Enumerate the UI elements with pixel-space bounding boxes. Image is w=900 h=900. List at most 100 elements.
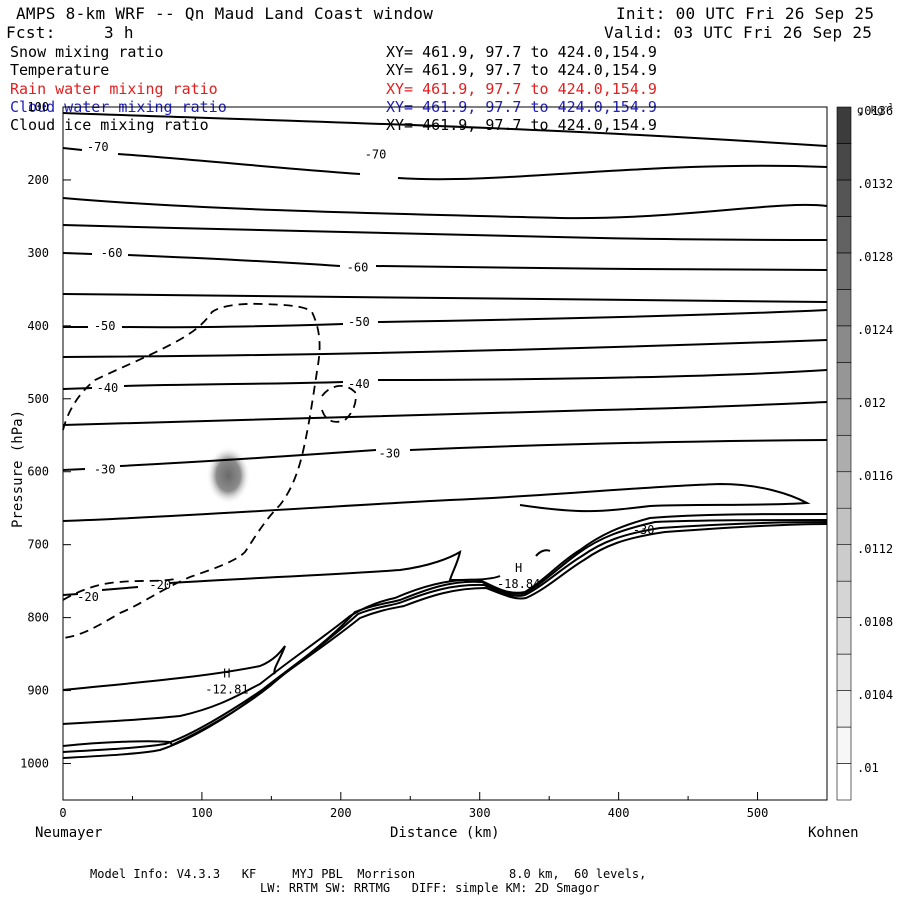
y-tick-label: 1000 — [20, 757, 49, 771]
contour-line — [62, 401, 828, 426]
footer-physics-info: LW: RRTM SW: RRTMG DIFF: simple KM: 2D S… — [260, 881, 600, 895]
x-tick-label: 0 — [59, 806, 66, 820]
valid-time: Valid: 03 UTC Fri 26 Sep 25 — [604, 23, 873, 42]
contour-label: -40 — [348, 377, 370, 391]
x-tick-label: 100 — [191, 806, 213, 820]
contour-line — [62, 252, 828, 271]
y-tick-label: 200 — [27, 173, 49, 187]
y-tick-label: 800 — [27, 611, 49, 625]
contour-line — [62, 224, 828, 241]
contour-line — [62, 197, 828, 220]
colorbar-swatch — [836, 763, 852, 801]
y-tick-label: 600 — [27, 465, 49, 479]
x-tick-label: 200 — [330, 806, 352, 820]
colorbar-label: .0112 — [857, 542, 893, 556]
colorbar-swatch — [836, 434, 852, 473]
colorbar-swatch — [836, 216, 852, 254]
contour-label: -30 — [94, 463, 116, 477]
contour-label: -20 — [77, 590, 99, 604]
init-time: Init: 00 UTC Fri 26 Sep 25 — [616, 4, 875, 23]
contour-label: -70 — [87, 140, 109, 154]
y-tick-label: 300 — [27, 246, 49, 260]
colorbar-label: .0104 — [857, 688, 893, 702]
dashed-contour — [62, 302, 321, 639]
y-tick-label: 500 — [27, 392, 49, 406]
colorbar-label: .0124 — [857, 323, 893, 337]
y-tick-label: 700 — [27, 538, 49, 552]
fcst-label: Fcst: — [6, 23, 56, 42]
contour-line — [62, 645, 286, 691]
x-start-label: Neumayer — [35, 825, 103, 841]
x-tick-label: 400 — [608, 806, 630, 820]
colorbar-label: .0116 — [857, 469, 893, 483]
legend-snow-xy: XY= 461.9, 97.7 to 424.0,154.9 — [386, 43, 657, 61]
colorbar-swatch — [836, 106, 852, 144]
colorbar-swatch — [836, 289, 852, 327]
snow-contour — [62, 302, 357, 639]
colorbar-swatch — [836, 325, 852, 363]
legend-snow-name: Snow mixing ratio — [10, 43, 164, 61]
colorbar-swatch — [836, 471, 852, 509]
dashed-contour — [321, 385, 357, 423]
colorbar-label: .0108 — [857, 615, 893, 629]
contour-line — [62, 513, 828, 725]
extremum-marker: H — [223, 667, 230, 681]
colorbar: .01 .0104 .0108 .0112 .0116 .012 .0124 .0128 .01… — [836, 104, 893, 801]
colorbar-label: .0128 — [857, 250, 893, 264]
footer-model-info: Model Info: V4.3.3 KF MYJ PBL Morrison 8… — [90, 867, 647, 881]
snow-maximum — [206, 446, 251, 505]
colorbar-label: .012 — [857, 396, 886, 410]
y-tick-label: 100 — [27, 100, 49, 114]
dashed-contour — [62, 578, 176, 601]
colorbar-swatch — [836, 580, 852, 618]
contour-label: -60 — [101, 246, 123, 260]
plot-frame — [62, 106, 828, 801]
contour-label: -70 — [365, 147, 387, 161]
colorbar-label: .01 — [857, 761, 879, 775]
colorbar-swatch — [836, 617, 852, 655]
chart-title: AMPS 8-km WRF -- Qn Maud Land Coast wind… — [16, 4, 434, 23]
colorbar-swatch — [836, 653, 852, 691]
extremum-value: -18.84 — [497, 577, 540, 591]
contour-label: -50 — [94, 319, 116, 333]
legend-rain-xy: XY= 461.9, 97.7 to 424.0,154.9 — [386, 80, 657, 98]
colorbar-swatch — [836, 398, 852, 436]
colorbar-unit: g kg-1 — [857, 103, 893, 116]
colorbar-unit-exp: -1 — [883, 102, 894, 111]
contour-line — [62, 112, 828, 147]
x-tick-label: 300 — [469, 806, 491, 820]
legend-cloudice-xy: XY= 461.9, 97.7 to 424.0,154.9 — [386, 116, 657, 134]
contour-line — [62, 293, 828, 303]
legend-cloudice-name: Cloud ice mixing ratio — [10, 116, 209, 134]
contour-line — [62, 521, 828, 753]
y-axis-title: Pressure (hPa) — [10, 409, 27, 529]
colorbar-swatch — [836, 507, 852, 545]
colorbar-swatch — [836, 143, 852, 181]
contour-line — [62, 339, 828, 358]
colorbar-swatch — [836, 362, 852, 400]
colorbar-swatch — [836, 690, 852, 728]
legend-temp-xy: XY= 461.9, 97.7 to 424.0,154.9 — [386, 61, 657, 79]
extremum-value: -12.81 — [205, 683, 248, 697]
contour-label: -40 — [97, 381, 119, 395]
contour-label: -60 — [347, 260, 369, 274]
temperature-contours — [62, 112, 828, 759]
colorbar-swatch — [836, 726, 852, 764]
contour-line — [62, 439, 828, 471]
colorbar-unit-text: g kg — [857, 103, 884, 117]
contour-label: -20 — [149, 578, 171, 592]
y-tick-label: 900 — [27, 684, 49, 698]
contour-line — [62, 147, 828, 181]
x-tick-label: 500 — [747, 806, 769, 820]
legend-temp-name: Temperature — [10, 61, 110, 79]
colorbar-label: .0132 — [857, 177, 893, 191]
contour-line — [63, 309, 828, 329]
extremum-marker: H — [515, 561, 522, 575]
colorbar-swatch — [836, 252, 852, 290]
contour-line — [535, 549, 551, 557]
contour-label: -30 — [633, 523, 655, 537]
x-end-label: Kohnen — [808, 825, 859, 841]
y-tick-label: 400 — [27, 319, 49, 333]
contour-label: -50 — [348, 315, 370, 329]
